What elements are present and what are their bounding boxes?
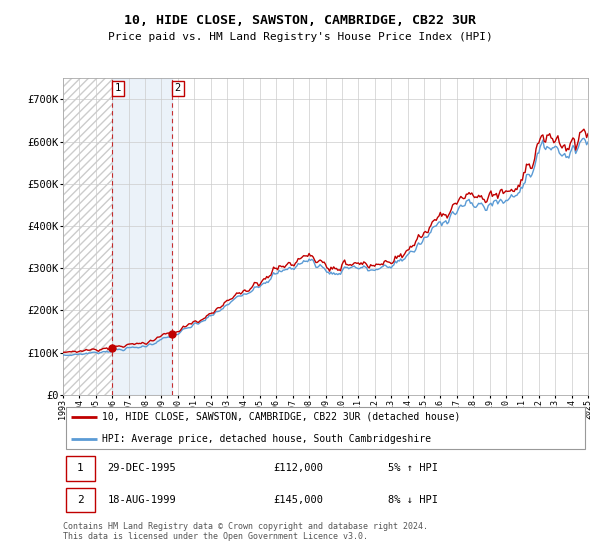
Text: 18-AUG-1999: 18-AUG-1999 [107,495,176,505]
Text: HPI: Average price, detached house, South Cambridgeshire: HPI: Average price, detached house, Sout… [103,434,431,444]
Text: 1: 1 [115,83,121,93]
Text: £112,000: £112,000 [273,464,323,473]
Bar [63,78,112,395]
Text: 10, HIDE CLOSE, SAWSTON, CAMBRIDGE, CB22 3UR: 10, HIDE CLOSE, SAWSTON, CAMBRIDGE, CB22… [124,14,476,27]
Text: 8% ↓ HPI: 8% ↓ HPI [389,495,439,505]
Text: 10, HIDE CLOSE, SAWSTON, CAMBRIDGE, CB22 3UR (detached house): 10, HIDE CLOSE, SAWSTON, CAMBRIDGE, CB22… [103,412,461,422]
FancyBboxPatch shape [65,407,586,449]
Bar [63,78,112,395]
Text: £145,000: £145,000 [273,495,323,505]
Text: Contains HM Land Registry data © Crown copyright and database right 2024.
This d: Contains HM Land Registry data © Crown c… [63,522,428,542]
Text: 1: 1 [77,464,83,473]
Text: 2: 2 [175,83,181,93]
Bar [112,78,172,395]
Text: 2: 2 [77,495,83,505]
Text: Price paid vs. HM Land Registry's House Price Index (HPI): Price paid vs. HM Land Registry's House … [107,32,493,43]
FancyBboxPatch shape [65,488,95,512]
Text: 29-DEC-1995: 29-DEC-1995 [107,464,176,473]
Text: 5% ↑ HPI: 5% ↑ HPI [389,464,439,473]
FancyBboxPatch shape [65,456,95,480]
